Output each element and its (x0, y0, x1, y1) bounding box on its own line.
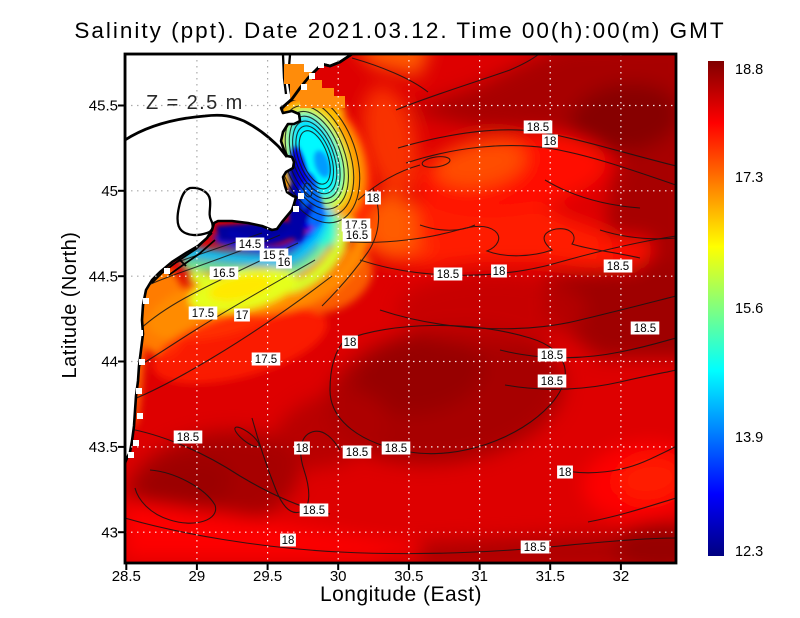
svg-text:18: 18 (344, 337, 357, 349)
svg-text:31.5: 31.5 (536, 568, 565, 585)
svg-text:44.5: 44.5 (89, 268, 118, 285)
svg-text:18: 18 (559, 467, 572, 479)
svg-text:18: 18 (544, 136, 557, 148)
svg-text:18: 18 (493, 266, 506, 278)
svg-text:12.3: 12.3 (735, 544, 763, 560)
svg-text:18.5: 18.5 (524, 542, 546, 554)
svg-text:16.5: 16.5 (346, 230, 368, 242)
svg-text:18.5: 18.5 (385, 443, 407, 455)
svg-text:Z = 2.5 m: Z = 2.5 m (146, 92, 244, 114)
svg-text:Salinity (ppt). Date 2021.03.1: Salinity (ppt). Date 2021.03.12. Time 00… (74, 18, 725, 43)
svg-text:29: 29 (189, 568, 206, 585)
svg-text:18.5: 18.5 (541, 376, 563, 388)
svg-text:18: 18 (296, 443, 309, 455)
svg-text:17.5: 17.5 (255, 354, 277, 366)
svg-text:17: 17 (236, 310, 249, 322)
svg-text:14.5: 14.5 (239, 239, 261, 251)
svg-text:17.3: 17.3 (735, 170, 763, 186)
svg-text:18.5: 18.5 (634, 323, 656, 335)
svg-text:43.5: 43.5 (89, 439, 118, 456)
svg-text:17.5: 17.5 (192, 308, 214, 320)
svg-text:29.5: 29.5 (253, 568, 282, 585)
svg-text:18.5: 18.5 (607, 261, 629, 273)
svg-text:18.5: 18.5 (541, 350, 563, 362)
svg-text:18: 18 (282, 535, 295, 547)
svg-text:32: 32 (613, 568, 630, 585)
svg-text:30.5: 30.5 (394, 568, 423, 585)
svg-text:15.6: 15.6 (735, 301, 763, 317)
svg-text:18.5: 18.5 (177, 432, 199, 444)
svg-text:18.5: 18.5 (437, 269, 459, 281)
svg-text:28.5: 28.5 (112, 568, 141, 585)
svg-text:18.5: 18.5 (346, 447, 368, 459)
svg-text:16: 16 (278, 257, 291, 269)
svg-text:13.9: 13.9 (735, 430, 763, 446)
svg-text:18: 18 (367, 193, 380, 205)
svg-text:16.5: 16.5 (213, 268, 235, 280)
svg-text:45.5: 45.5 (89, 98, 118, 115)
svg-text:18.5: 18.5 (527, 122, 549, 134)
svg-text:Latitude (North): Latitude (North) (59, 232, 81, 379)
svg-text:30: 30 (330, 568, 347, 585)
svg-text:31: 31 (471, 568, 488, 585)
svg-text:18.8: 18.8 (735, 62, 763, 78)
svg-text:43: 43 (101, 525, 118, 542)
svg-text:Longitude (East): Longitude (East) (320, 583, 482, 606)
svg-text:44: 44 (101, 354, 118, 371)
svg-text:18.5: 18.5 (303, 505, 325, 517)
svg-text:45: 45 (101, 183, 118, 200)
